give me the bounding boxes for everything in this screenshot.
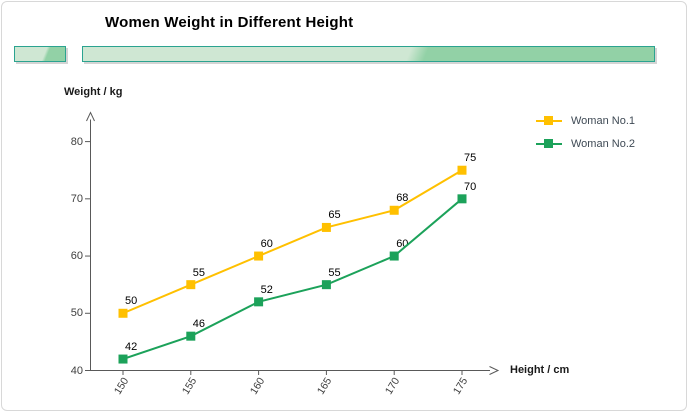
data-point-marker xyxy=(389,205,399,215)
y-tick-label: 50 xyxy=(70,307,83,320)
data-point-marker xyxy=(321,280,331,290)
data-point-label: 52 xyxy=(260,283,273,296)
data-point-marker xyxy=(118,308,128,318)
x-axis-arrow-icon xyxy=(489,366,500,375)
data-point-label: 70 xyxy=(464,180,477,193)
data-point-label: 42 xyxy=(125,341,138,354)
legend-item: Woman No.2 xyxy=(536,132,635,155)
data-point-marker xyxy=(118,354,128,364)
legend-label: Woman No.2 xyxy=(571,137,635,150)
y-tick-label: 70 xyxy=(70,192,83,205)
data-point-marker xyxy=(321,222,331,232)
y-axis-arrow-icon xyxy=(86,111,95,122)
header-bar-small xyxy=(14,46,66,62)
header-bar-large xyxy=(82,46,655,62)
y-tick-label: 40 xyxy=(70,364,83,377)
data-point-label: 60 xyxy=(260,238,273,251)
legend-square-marker-icon xyxy=(544,116,553,125)
data-point-marker xyxy=(254,251,264,261)
legend-label: Woman No.1 xyxy=(571,114,635,127)
data-point-label: 68 xyxy=(396,192,409,205)
data-point-marker xyxy=(254,297,264,307)
data-point-label: 75 xyxy=(464,152,477,165)
data-point-marker xyxy=(457,194,467,204)
data-point-marker xyxy=(457,165,467,175)
data-point-label: 46 xyxy=(192,318,206,331)
legend-square-marker-icon xyxy=(544,139,553,148)
data-point-label: 50 xyxy=(125,295,138,308)
chart-title: Women Weight in Different Height xyxy=(105,14,354,31)
series-line xyxy=(122,198,463,361)
data-point-label: 55 xyxy=(328,266,341,279)
legend: Woman No.1 Woman No.2 xyxy=(536,109,635,155)
data-point-marker xyxy=(186,280,196,290)
series-line xyxy=(122,169,463,315)
data-point-label: 55 xyxy=(192,266,206,279)
y-tick-label: 80 xyxy=(70,135,83,148)
data-point-label: 65 xyxy=(328,209,341,222)
legend-item: Woman No.1 xyxy=(536,109,635,132)
legend-line-marker-icon xyxy=(536,116,562,125)
legend-line-marker-icon xyxy=(536,139,562,148)
data-point-marker xyxy=(389,251,399,261)
data-point-marker xyxy=(186,331,196,341)
y-axis-title: Weight / kg xyxy=(64,86,123,98)
x-axis-title: Height / cm xyxy=(510,364,570,376)
y-tick-label: 60 xyxy=(70,250,83,263)
